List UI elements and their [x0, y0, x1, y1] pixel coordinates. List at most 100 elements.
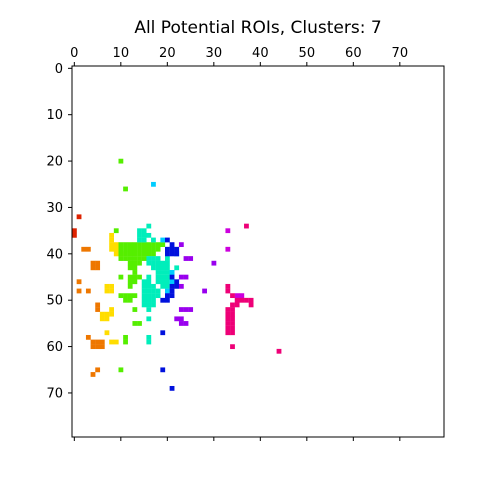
roi-pixel-cluster-5-50 — [146, 297, 152, 303]
roi-pixel-cluster-2-17 — [99, 339, 105, 345]
roi-pixel-cluster-5-31 — [141, 279, 147, 285]
roi-cluster-9 — [225, 228, 245, 299]
roi-pixel-cluster-10-0 — [244, 223, 249, 229]
roi-pixel-cluster-7-17 — [160, 330, 166, 336]
roi-pixel-cluster-3-20 — [104, 330, 110, 336]
heatmap-plot-area — [71, 65, 445, 438]
roi-pixel-cluster-5-11 — [155, 256, 161, 261]
roi-pixel-cluster-3-13 — [104, 311, 110, 317]
roi-pixel-cluster-3-10 — [104, 288, 110, 294]
roi-pixel-cluster-5-54 — [151, 302, 156, 308]
roi-pixel-cluster-5-35 — [165, 279, 170, 285]
roi-pixel-cluster-6-4 — [169, 279, 175, 285]
roi-pixel-cluster-10-10 — [230, 302, 235, 308]
plot-frame — [71, 65, 445, 438]
roi-pixel-cluster-1-0 — [72, 228, 77, 234]
roi-pixel-cluster-8-7 — [183, 307, 189, 312]
roi-pixel-cluster-3-6 — [113, 251, 119, 257]
roi-pixel-cluster-4-29 — [151, 251, 156, 257]
roi-cluster-4 — [113, 158, 166, 373]
roi-pixel-cluster-4-55 — [132, 307, 138, 312]
roi-pixel-cluster-1-1 — [72, 232, 77, 238]
roi-pixel-cluster-5-6 — [137, 237, 142, 243]
roi-pixel-cluster-4-9 — [146, 242, 152, 248]
roi-pixel-cluster-4-52 — [132, 293, 138, 299]
roi-pixel-cluster-10-14 — [225, 311, 231, 317]
roi-pixel-cluster-5-52 — [141, 302, 147, 308]
roi-pixel-cluster-4-59 — [123, 339, 128, 345]
roi-pixel-cluster-4-41 — [132, 270, 138, 275]
roi-pixel-cluster-5-49 — [141, 297, 147, 303]
roi-pixel-cluster-5-45 — [141, 293, 147, 299]
roi-pixel-cluster-10-22 — [230, 330, 235, 336]
roi-pixel-cluster-3-8 — [104, 283, 110, 289]
roi-pixel-cluster-7-8 — [169, 274, 175, 280]
roi-pixel-cluster-8-6 — [178, 307, 184, 312]
roi-pixel-cluster-5-15 — [155, 260, 161, 266]
roi-pixel-cluster-10-6 — [248, 297, 254, 303]
roi-cells — [72, 158, 282, 391]
roi-pixel-cluster-7-2 — [165, 246, 170, 252]
roi-pixel-cluster-2-16 — [99, 344, 105, 350]
chart-title: All Potential ROIs, Clusters: 7 — [134, 18, 381, 38]
roi-pixel-cluster-5-10 — [151, 256, 156, 261]
roi-pixel-cluster-5-22 — [174, 265, 180, 271]
roi-pixel-cluster-4-24 — [127, 251, 133, 257]
roi-pixel-cluster-4-10 — [151, 242, 156, 248]
roi-pixel-cluster-4-11 — [155, 242, 161, 248]
roi-pixel-cluster-10-1 — [225, 283, 231, 289]
roi-pixel-cluster-5-14 — [151, 260, 156, 266]
roi-pixel-cluster-10-3 — [230, 293, 235, 299]
roi-pixel-cluster-7-19 — [169, 385, 175, 391]
roi-pixel-cluster-4-35 — [141, 256, 147, 261]
roi-pixel-cluster-2-6 — [76, 279, 82, 285]
roi-pixel-cluster-8-4 — [183, 274, 189, 280]
roi-pixel-cluster-8-13 — [202, 288, 207, 294]
roi-pixel-cluster-10-11 — [230, 307, 235, 312]
roi-pixel-cluster-2-5 — [95, 265, 101, 271]
x-tick-label-6: 60 — [345, 46, 362, 61]
roi-pixel-cluster-4-21 — [155, 246, 161, 252]
roi-pixel-cluster-10-23 — [230, 344, 235, 350]
roi-pixel-cluster-7-12 — [169, 288, 175, 294]
roi-pixel-cluster-4-39 — [127, 265, 133, 271]
roi-pixel-cluster-7-9 — [174, 279, 180, 285]
roi-pixel-cluster-5-25 — [165, 270, 170, 275]
roi-pixel-cluster-6-1 — [160, 237, 166, 243]
roi-pixel-cluster-4-3 — [118, 242, 124, 248]
roi-pixel-cluster-10-5 — [244, 297, 249, 303]
roi-pixel-cluster-8-5 — [178, 283, 184, 289]
roi-pixel-cluster-5-56 — [146, 316, 152, 322]
roi-pixel-cluster-4-6 — [132, 242, 138, 248]
roi-pixel-cluster-10-7 — [234, 297, 240, 303]
roi-pixel-cluster-5-48 — [155, 293, 161, 299]
roi-pixel-cluster-5-4 — [146, 223, 152, 229]
roi-pixel-cluster-10-8 — [234, 302, 240, 308]
roi-pixel-cluster-5-39 — [160, 283, 166, 289]
roi-pixel-cluster-4-17 — [137, 246, 142, 252]
roi-pixel-cluster-2-2 — [90, 260, 96, 266]
roi-pixel-cluster-8-12 — [183, 321, 189, 326]
roi-pixel-cluster-7-16 — [165, 297, 170, 303]
roi-pixel-cluster-7-11 — [169, 283, 175, 289]
x-tick-label-1: 10 — [113, 46, 130, 61]
y-tick-label-4: 40 — [46, 247, 63, 262]
roi-pixel-cluster-3-5 — [113, 246, 119, 252]
roi-pixel-cluster-5-5 — [146, 232, 152, 238]
roi-pixel-cluster-4-18 — [141, 246, 147, 252]
roi-pixel-cluster-4-42 — [118, 274, 124, 280]
roi-pixel-cluster-4-60 — [118, 367, 124, 373]
roi-pixel-cluster-5-47 — [151, 293, 156, 299]
roi-pixel-cluster-4-22 — [118, 251, 124, 257]
roi-pixel-cluster-4-25 — [132, 251, 138, 257]
roi-pixel-cluster-8-8 — [188, 307, 194, 312]
roi-pixel-cluster-4-8 — [141, 242, 147, 248]
roi-pixel-cluster-4-58 — [123, 334, 128, 340]
roi-pixel-cluster-4-26 — [137, 251, 142, 257]
roi-pixel-cluster-10-13 — [230, 311, 235, 317]
roi-pixel-cluster-5-19 — [155, 265, 161, 271]
roi-pixel-cluster-2-1 — [85, 246, 91, 252]
roi-cluster-8 — [174, 242, 217, 326]
x-tick-label-5: 50 — [299, 46, 316, 61]
roi-pixel-cluster-8-0 — [178, 242, 184, 248]
